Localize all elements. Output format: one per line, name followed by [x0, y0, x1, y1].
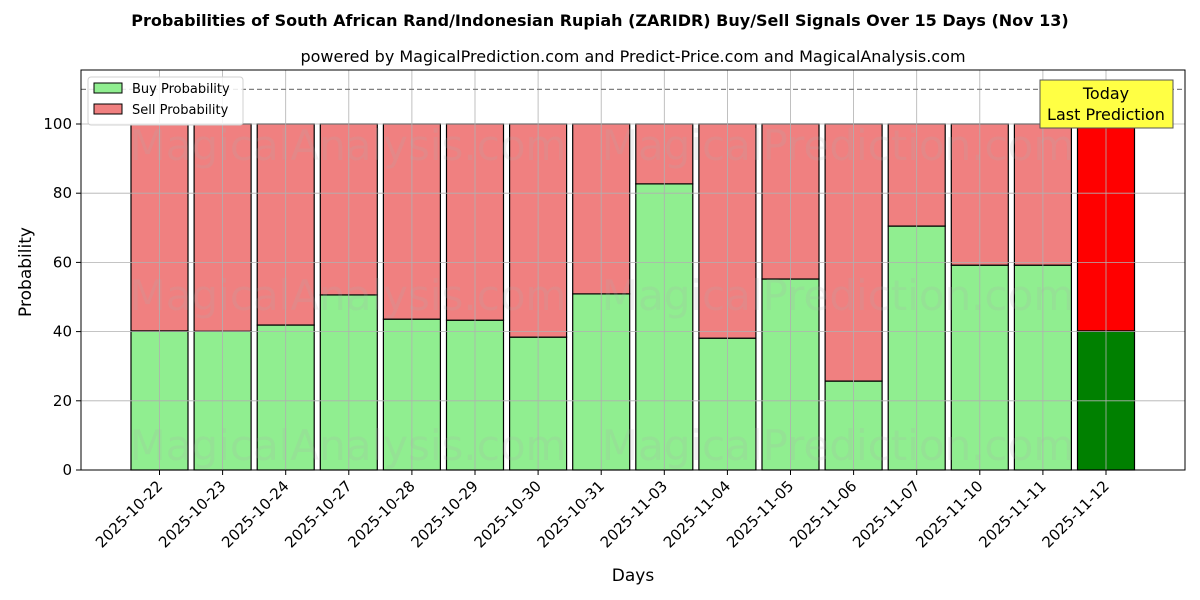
- x-tick-label: 2025-11-03: [597, 477, 671, 551]
- plot-area: MagicalAnalysis.com MagicalPrediction.com…: [43, 69, 1186, 551]
- legend-swatch: [93, 103, 123, 115]
- watermark-text: MagicalAnalysis.com: [130, 271, 567, 320]
- watermark-text: MagicalPrediction.com: [602, 121, 1075, 170]
- x-tick-label: 2025-10-24: [218, 477, 292, 551]
- x-tick-label: 2025-10-28: [344, 477, 418, 551]
- y-axis-label: Probability: [16, 227, 36, 317]
- x-tick-label: 2025-10-22: [92, 477, 166, 551]
- chart-title: Probabilities of South African Rand/Indo…: [131, 11, 1068, 30]
- watermark-text: MagicalPrediction.com: [602, 421, 1075, 470]
- legend: Buy Probability Sell Probability: [87, 76, 244, 126]
- chart-subtitle: powered by MagicalPrediction.com and Pre…: [300, 47, 965, 66]
- watermark-text: MagicalAnalysis.com: [130, 421, 567, 470]
- x-tick-label: 2025-10-29: [407, 477, 481, 551]
- legend-swatch: [93, 82, 123, 94]
- x-tick-label: 2025-11-12: [1038, 477, 1112, 551]
- y-tick-label: 80: [53, 184, 72, 202]
- x-tick-label: 2025-10-31: [534, 477, 608, 551]
- x-tick-label: 2025-10-30: [471, 477, 545, 551]
- x-tick-label: 2025-11-10: [912, 477, 986, 551]
- x-tick-label: 2025-11-11: [975, 477, 1049, 551]
- legend-label: Sell Probability: [132, 103, 229, 118]
- annotation-text: Today: [1082, 84, 1129, 103]
- today-annotation: Today Last Prediction: [1039, 79, 1174, 129]
- watermark-text: MagicalAnalysis.com: [130, 121, 567, 170]
- plot-frame: [80, 69, 1186, 471]
- y-tick-label: 20: [53, 392, 72, 410]
- legend-box: [87, 76, 244, 126]
- watermark-text: MagicalPrediction.com: [602, 271, 1075, 320]
- x-tick-label: 2025-10-23: [155, 477, 229, 551]
- x-tick-label: 2025-11-07: [849, 477, 923, 551]
- x-tick-label: 2025-10-27: [281, 477, 355, 551]
- y-tick-label: 100: [43, 115, 72, 133]
- x-tick-label: 2025-11-06: [786, 477, 860, 551]
- x-tick-label: 2025-11-05: [723, 477, 797, 551]
- legend-label: Buy Probability: [132, 82, 230, 97]
- x-axis-label: Days: [612, 566, 655, 586]
- annotation-box: [1039, 79, 1174, 129]
- y-tick-label: 0: [62, 461, 72, 479]
- annotation-text: Last Prediction: [1047, 105, 1165, 124]
- x-tick-label: 2025-11-04: [660, 477, 734, 551]
- y-tick-label: 60: [53, 253, 72, 271]
- y-tick-label: 40: [53, 323, 72, 341]
